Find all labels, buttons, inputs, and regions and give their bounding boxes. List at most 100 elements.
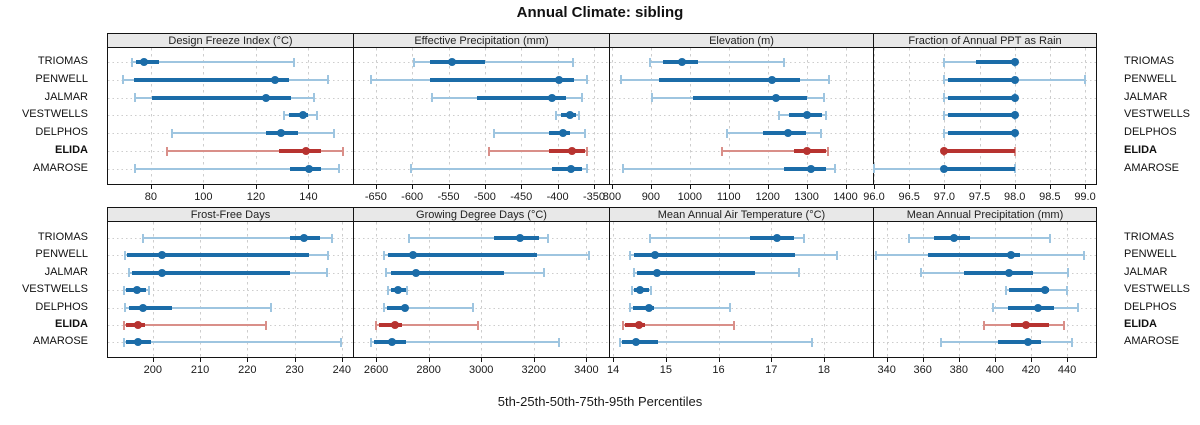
row-guide bbox=[610, 325, 874, 326]
axis-tick-label: 98.0 bbox=[1003, 191, 1026, 203]
axis-tick-label: 14 bbox=[607, 364, 620, 376]
gridline bbox=[771, 222, 773, 358]
whisker-cap-p95 bbox=[820, 128, 823, 138]
whisker-cap-p95 bbox=[650, 285, 653, 295]
whisker-cap-p95 bbox=[338, 164, 341, 174]
axis-tick-label: 210 bbox=[190, 364, 210, 376]
whisker-cap-p95 bbox=[822, 93, 825, 103]
row-label-right-amarose: AMAROSE bbox=[1124, 161, 1180, 174]
panel-plot-fraction-of-annual-ppt-as-rain: 96.0 96.5 97.0 97.5 98.0 98.5 99.0 bbox=[863, 48, 1097, 203]
row-label-left-elida: ELIDA bbox=[55, 144, 88, 156]
median-dot-vestwells bbox=[566, 111, 574, 120]
median-dot-vestwells bbox=[803, 111, 812, 120]
row-label-right-triomas: TRIOMAS bbox=[1124, 55, 1175, 67]
row-guide bbox=[610, 115, 874, 117]
row-label-right-vestwells: VESTWELLS bbox=[1124, 283, 1191, 296]
axis-tick-label: 3400 bbox=[574, 364, 599, 376]
iqr-bar-amarose bbox=[784, 166, 826, 171]
panel-title: Design Freeze Index (°C) bbox=[168, 34, 293, 47]
axis-tick-label: 96.0 bbox=[863, 191, 885, 203]
whisker-cap-p95 bbox=[834, 164, 837, 174]
whisker-cap-p5 bbox=[382, 303, 385, 313]
gridline bbox=[823, 222, 825, 358]
median-dot-amarose bbox=[940, 164, 949, 173]
row-guide bbox=[354, 151, 610, 152]
axis-tick-label: 340 bbox=[877, 364, 896, 376]
whisker-cap-p5 bbox=[725, 128, 728, 138]
iqr-bar-elida bbox=[548, 149, 585, 153]
iqr-bar-elida bbox=[378, 323, 403, 327]
iqr-bar-triomas bbox=[429, 60, 485, 64]
median-dot-vestwells bbox=[298, 111, 307, 120]
axis-tick bbox=[341, 358, 343, 362]
row-label-left-delphos: DELPHOS bbox=[35, 300, 88, 313]
iqr-bar-jalmar bbox=[693, 95, 808, 100]
median-dot-jalmar bbox=[411, 268, 420, 277]
gridline bbox=[376, 222, 378, 358]
panel-plot-design-freeze-index-c: 80 100 120 140 bbox=[107, 48, 355, 203]
axis-tick bbox=[376, 358, 378, 362]
row-label-left-delphos: DELPHOS bbox=[35, 126, 88, 139]
whisker-cap-p95 bbox=[1013, 146, 1016, 156]
range-line-amarose bbox=[623, 167, 836, 170]
gridline bbox=[533, 222, 535, 358]
chart-title: Annual Climate: sibling bbox=[516, 4, 684, 21]
whisker-cap-p95 bbox=[1066, 285, 1069, 295]
whisker-cap-p5 bbox=[943, 57, 946, 67]
iqr-bar-jalmar bbox=[390, 270, 504, 275]
range-line-elida bbox=[722, 150, 829, 152]
axis-tick bbox=[994, 358, 996, 362]
panel-header-fraction-of-annual-ppt-as-rain: Fraction of Annual PPT as Rain bbox=[874, 33, 1097, 48]
whisker-cap-p95 bbox=[1063, 320, 1066, 330]
axis-tick bbox=[203, 185, 205, 189]
whisker-cap-p95 bbox=[557, 337, 560, 347]
whisker-cap-p95 bbox=[728, 303, 731, 313]
row-label-left-triomas: TRIOMAS bbox=[37, 55, 88, 67]
whisker-cap-p5 bbox=[382, 250, 385, 260]
whisker-cap-p95 bbox=[1049, 233, 1052, 243]
whisker-cap-p95 bbox=[571, 57, 574, 67]
iqr-bar-jalmar bbox=[964, 270, 1033, 275]
axis-tick bbox=[375, 185, 377, 189]
range-line-triomas bbox=[649, 237, 804, 239]
axis-tick bbox=[611, 185, 613, 189]
whisker-cap-p5 bbox=[386, 285, 389, 295]
whisker-cap-p5 bbox=[413, 57, 416, 67]
axis-tick-label: 1200 bbox=[755, 191, 780, 203]
iqr-bar-vestwells bbox=[288, 113, 308, 118]
whisker-cap-p5 bbox=[631, 285, 634, 295]
row-label-left-penwell: PENWELL bbox=[35, 248, 88, 261]
axis-tick bbox=[665, 358, 667, 362]
median-dot-triomas bbox=[516, 234, 525, 242]
axis-tick bbox=[1014, 185, 1016, 189]
panel-title: Effective Precipitation (mm) bbox=[414, 34, 549, 47]
whisker-cap-p5 bbox=[943, 110, 946, 120]
axis-tick-label: 400 bbox=[985, 364, 1005, 376]
whisker-cap-p5 bbox=[621, 320, 624, 330]
axis-tick bbox=[594, 185, 595, 189]
whisker-cap-p95 bbox=[472, 303, 475, 313]
row-guide bbox=[108, 290, 355, 292]
gridline bbox=[665, 222, 667, 358]
row-guide bbox=[354, 307, 610, 309]
gridline bbox=[922, 222, 924, 358]
whisker-cap-p95 bbox=[326, 250, 329, 260]
range-line-elida bbox=[123, 324, 266, 326]
median-dot-jalmar bbox=[547, 93, 556, 102]
iqr-bar-penwell bbox=[133, 77, 289, 82]
whisker-cap-p95 bbox=[802, 233, 805, 243]
median-dot-delphos bbox=[276, 129, 285, 138]
range-line-triomas bbox=[143, 237, 333, 239]
range-line-elida bbox=[488, 150, 588, 152]
axis-tick bbox=[247, 358, 249, 362]
gridline bbox=[594, 48, 595, 185]
axis-tick bbox=[767, 185, 769, 189]
whisker-cap-p5 bbox=[410, 164, 413, 174]
axis-tick bbox=[886, 358, 888, 362]
range-line-amarose bbox=[371, 341, 559, 344]
iqr-bar-triomas bbox=[976, 60, 1015, 64]
panel-plot-mean-annual-air-temperature-c: 14 15 16 17 18 bbox=[607, 222, 874, 376]
whisker-cap-p5 bbox=[165, 146, 168, 156]
median-dot-elida bbox=[568, 147, 577, 155]
panel-title: Fraction of Annual PPT as Rain bbox=[908, 34, 1062, 47]
